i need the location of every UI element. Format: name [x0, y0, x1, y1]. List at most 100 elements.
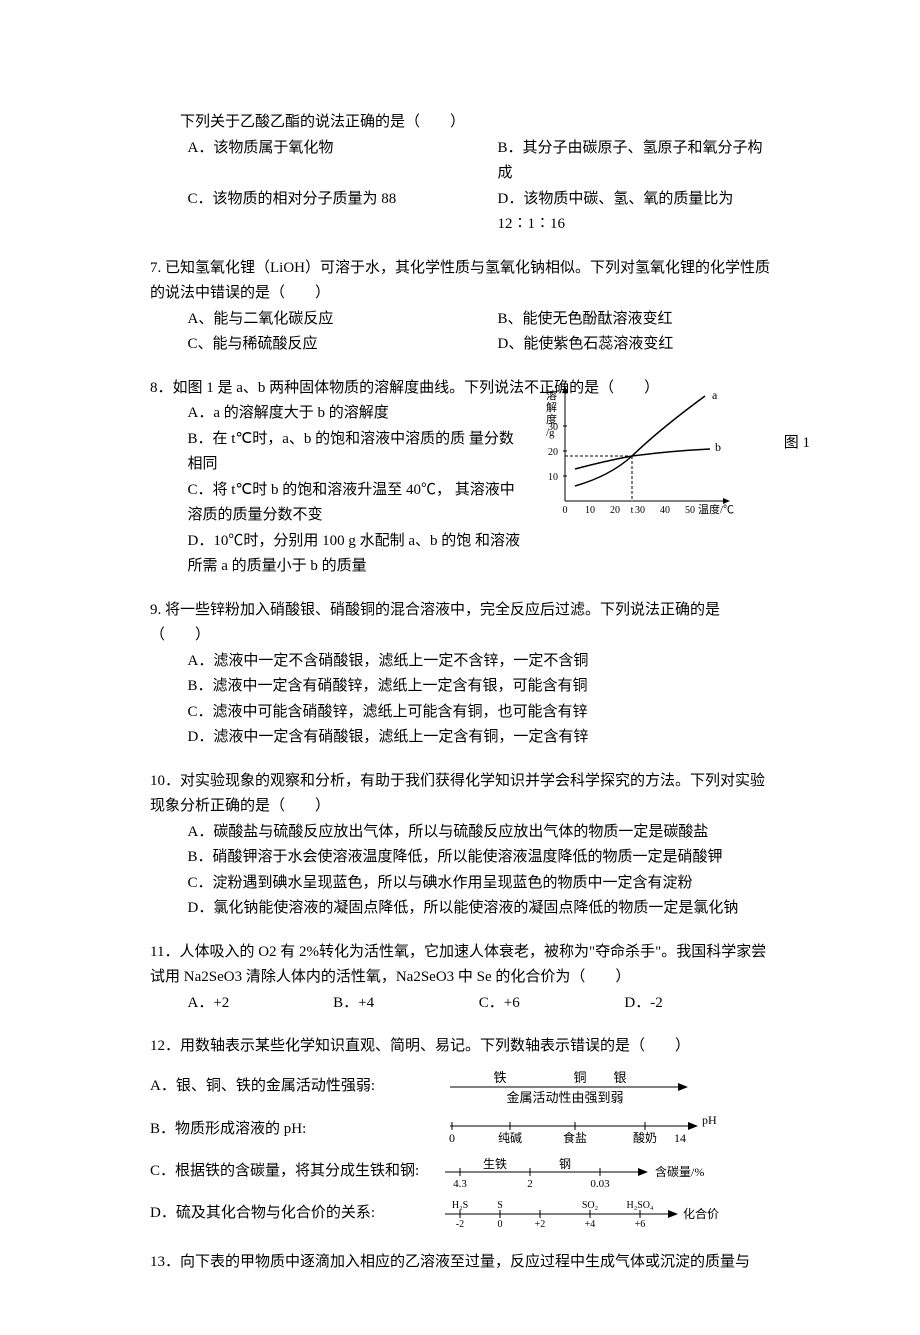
svg-text:度: 度 — [546, 412, 557, 426]
svg-text:40: 40 — [660, 505, 670, 516]
q6-options: A．该物质属于氧化物 B．其分子由碳原子、氢原子和氧分子构成 C．该物质的相对分… — [150, 136, 770, 238]
svg-text:化合价: 化合价 — [683, 1206, 719, 1221]
q10-opt-b: B．硝酸钾溶于水会使溶液温度降低，所以能使溶液温度降低的物质一定是硝酸钾 — [150, 845, 770, 871]
q7-opt-d: D、能使紫色石蕊溶液变红 — [460, 332, 770, 358]
q6-opt-d: D．该物质中碳、氢、氧的质量比为 12∶1∶16 — [460, 187, 770, 238]
svg-text:2: 2 — [527, 1178, 533, 1190]
exam-page: 下列关于乙酸乙酯的说法正确的是（ ） A．该物质属于氧化物 B．其分子由碳原子、… — [0, 0, 920, 1335]
svg-text:10: 10 — [548, 472, 558, 483]
q12a-axis: 铁 铜 银 金属活动性由强到弱 — [440, 1068, 700, 1106]
svg-text:铜: 铜 — [573, 1070, 586, 1085]
q13-stem: 13．向下表的甲物质中逐滴加入相应的乙溶液至过量，反应过程中生成气体或沉淀的质量… — [150, 1250, 770, 1276]
figure-1-label: 图 1 — [784, 431, 810, 457]
svg-text:10: 10 — [585, 505, 595, 516]
q6-opt-b: B．其分子由碳原子、氢原子和氧分子构成 — [460, 136, 770, 187]
svg-text:+2: +2 — [535, 1219, 546, 1230]
svg-text:50: 50 — [685, 505, 695, 516]
question-7: 7. 已知氢氧化锂（LiOH）可溶于水，其化学性质与氢氧化钠相似。下列对氢氧化锂… — [150, 256, 770, 358]
q10-opt-c: C．淀粉遇到碘水呈现蓝色，所以与碘水作用呈现蓝色的物质中一定含有淀粉 — [150, 871, 770, 897]
q11-options: A．+2 B．+4 C．+6 D．-2 — [150, 991, 770, 1017]
svg-text:a: a — [712, 388, 718, 402]
q12-opt-d: D．硫及其化合物与化合价的关系: H₂S -2 S 0 +2 SO₂ +4 H₂… — [150, 1196, 770, 1232]
svg-text:解: 解 — [546, 400, 557, 414]
svg-text:-2: -2 — [456, 1219, 464, 1230]
question-9: 9. 将一些锌粉加入硝酸银、硝酸铜的混合溶液中，完全反应后过滤。下列说法正确的是… — [150, 598, 770, 751]
q11-opt-d: D．-2 — [624, 991, 770, 1017]
question-8: 8．如图 1 是 a、b 两种固体物质的溶解度曲线。下列说法不正确的是（ ） A… — [150, 376, 770, 580]
q7-options: A、能与二氧化碳反应 B、能使无色酚酞溶液变红 C、能与稀硫酸反应 D、能使紫色… — [150, 307, 770, 358]
svg-text:纯碱: 纯碱 — [498, 1131, 522, 1145]
q10-opt-d: D．氯化钠能使溶液的凝固点降低，所以能使溶液的凝固点降低的物质一定是氯化钠 — [150, 896, 770, 922]
q12b-axis: 0 纯碱 食盐 酸奶 14 pH — [440, 1112, 720, 1148]
q12-opt-c: C．根据铁的含碳量，将其分成生铁和钢: 4.3 生铁 2 钢 0.03 含碳量/… — [150, 1154, 770, 1190]
svg-text:温度/℃: 温度/℃ — [698, 502, 734, 516]
svg-text:生铁: 生铁 — [483, 1157, 507, 1171]
svg-text:+6: +6 — [635, 1219, 646, 1230]
svg-text:溶: 溶 — [546, 388, 557, 402]
q11-stem: 11．人体吸入的 O2 有 2%转化为活性氧，它加速人体衰老，被称为"夺命杀手"… — [150, 940, 770, 991]
q10-options: A．碳酸盐与硫酸反应放出气体，所以与硫酸反应放出气体的物质一定是碳酸盐 B．硝酸… — [150, 820, 770, 922]
q12c-axis: 4.3 生铁 2 钢 0.03 含碳量/% — [440, 1154, 720, 1190]
svg-text:4.3: 4.3 — [453, 1178, 467, 1190]
svg-text:14: 14 — [674, 1131, 686, 1145]
svg-text:b: b — [715, 440, 721, 454]
q9-stem: 9. 将一些锌粉加入硝酸银、硝酸铜的混合溶液中，完全反应后过滤。下列说法正确的是… — [150, 598, 770, 649]
q12a-label: A．银、铜、铁的金属活动性强弱: — [150, 1074, 440, 1100]
q7-opt-c: C、能与稀硫酸反应 — [150, 332, 460, 358]
svg-text:0: 0 — [563, 505, 568, 516]
q12d-label: D．硫及其化合物与化合价的关系: — [150, 1201, 440, 1227]
svg-text:20: 20 — [548, 447, 558, 458]
question-6-partial: 下列关于乙酸乙酯的说法正确的是（ ） A．该物质属于氧化物 B．其分子由碳原子、… — [150, 110, 770, 238]
q12b-label: B．物质形成溶液的 pH: — [150, 1117, 440, 1143]
svg-text:0: 0 — [498, 1219, 503, 1230]
question-10: 10．对实验现象的观察和分析，有助于我们获得化学知识并学会科学探究的方法。下列对… — [150, 769, 770, 922]
q8-opt-c: C．将 t℃时 b 的饱和溶液升温至 40℃， 其溶液中溶质的质量分数不变 — [150, 478, 520, 529]
q7-stem: 7. 已知氢氧化锂（LiOH）可溶于水，其化学性质与氢氧化钠相似。下列对氢氧化锂… — [150, 256, 770, 307]
solubility-chart: 10 20 30 0 10 20 t 30 40 50 溶 解 度 /g 温度/… — [540, 381, 770, 521]
svg-text:金属活动性由强到弱: 金属活动性由强到弱 — [506, 1090, 623, 1105]
svg-text:H₂SO₄: H₂SO₄ — [627, 1200, 654, 1211]
q12-opt-a: A．银、铜、铁的金属活动性强弱: 铁 铜 银 金属活动性由强到弱 — [150, 1068, 770, 1106]
svg-text:0: 0 — [449, 1131, 455, 1145]
question-13-partial: 13．向下表的甲物质中逐滴加入相应的乙溶液至过量，反应过程中生成气体或沉淀的质量… — [150, 1250, 770, 1276]
q6-opt-a: A．该物质属于氧化物 — [150, 136, 460, 187]
q7-opt-b: B、能使无色酚酞溶液变红 — [460, 307, 770, 333]
q7-opt-a: A、能与二氧化碳反应 — [150, 307, 460, 333]
q9-opt-a: A．滤液中一定不含硝酸银，滤纸上一定不含锌，一定不含铜 — [150, 649, 770, 675]
svg-text:食盐: 食盐 — [563, 1130, 587, 1145]
svg-text:H₂S: H₂S — [452, 1200, 468, 1211]
q8-options: A．a 的溶解度大于 b 的溶解度 B．在 t℃时，a、b 的饱和溶液中溶质的质… — [150, 401, 520, 580]
svg-text:含碳量/%: 含碳量/% — [655, 1164, 704, 1179]
question-11: 11．人体吸入的 O2 有 2%转化为活性氧，它加速人体衰老，被称为"夺命杀手"… — [150, 940, 770, 1017]
svg-text:20: 20 — [610, 505, 620, 516]
q6-stem: 下列关于乙酸乙酯的说法正确的是（ ） — [150, 110, 770, 136]
q9-opt-d: D．滤液中一定含有硝酸银，滤纸上一定含有铜，一定含有锌 — [150, 725, 770, 751]
q11-opt-a: A．+2 — [188, 991, 334, 1017]
svg-text:SO₂: SO₂ — [582, 1200, 598, 1211]
question-12: 12．用数轴表示某些化学知识直观、简明、易记。下列数轴表示错误的是（ ） A．银… — [150, 1034, 770, 1232]
svg-text:钢: 钢 — [559, 1157, 571, 1171]
svg-text:t: t — [631, 505, 634, 516]
chart-svg: 10 20 30 0 10 20 t 30 40 50 溶 解 度 /g 温度/… — [540, 381, 740, 521]
q8-opt-d: D．10℃时，分别用 100 g 水配制 a、b 的饱 和溶液所需 a 的质量小… — [150, 529, 520, 580]
q12-stem: 12．用数轴表示某些化学知识直观、简明、易记。下列数轴表示错误的是（ ） — [150, 1034, 770, 1060]
q12-opt-b: B．物质形成溶液的 pH: 0 纯碱 食盐 酸奶 14 pH — [150, 1112, 770, 1148]
q8-opt-b: B．在 t℃时，a、b 的饱和溶液中溶质的质 量分数相同 — [150, 427, 520, 478]
q12d-axis: H₂S -2 S 0 +2 SO₂ +4 H₂SO₄ +6 化合价 — [440, 1196, 730, 1232]
q12c-label: C．根据铁的含碳量，将其分成生铁和钢: — [150, 1159, 440, 1185]
svg-text:S: S — [497, 1200, 503, 1211]
svg-text:铁: 铁 — [493, 1070, 506, 1085]
svg-text:pH: pH — [702, 1113, 717, 1127]
q11-opt-b: B．+4 — [333, 991, 479, 1017]
q6-opt-c: C．该物质的相对分子质量为 88 — [150, 187, 460, 238]
q9-opt-b: B．滤液中一定含有硝酸锌，滤纸上一定含有银，可能含有铜 — [150, 674, 770, 700]
q10-opt-a: A．碳酸盐与硫酸反应放出气体，所以与硫酸反应放出气体的物质一定是碳酸盐 — [150, 820, 770, 846]
svg-text:+4: +4 — [585, 1219, 596, 1230]
svg-text:银: 银 — [613, 1070, 626, 1085]
q10-stem: 10．对实验现象的观察和分析，有助于我们获得化学知识并学会科学探究的方法。下列对… — [150, 769, 770, 820]
q9-options: A．滤液中一定不含硝酸银，滤纸上一定不含锌，一定不含铜 B．滤液中一定含有硝酸锌… — [150, 649, 770, 751]
svg-text:/g: /g — [546, 427, 555, 439]
svg-text:30: 30 — [635, 505, 645, 516]
svg-text:0.03: 0.03 — [590, 1178, 610, 1190]
q8-opt-a: A．a 的溶解度大于 b 的溶解度 — [150, 401, 520, 427]
